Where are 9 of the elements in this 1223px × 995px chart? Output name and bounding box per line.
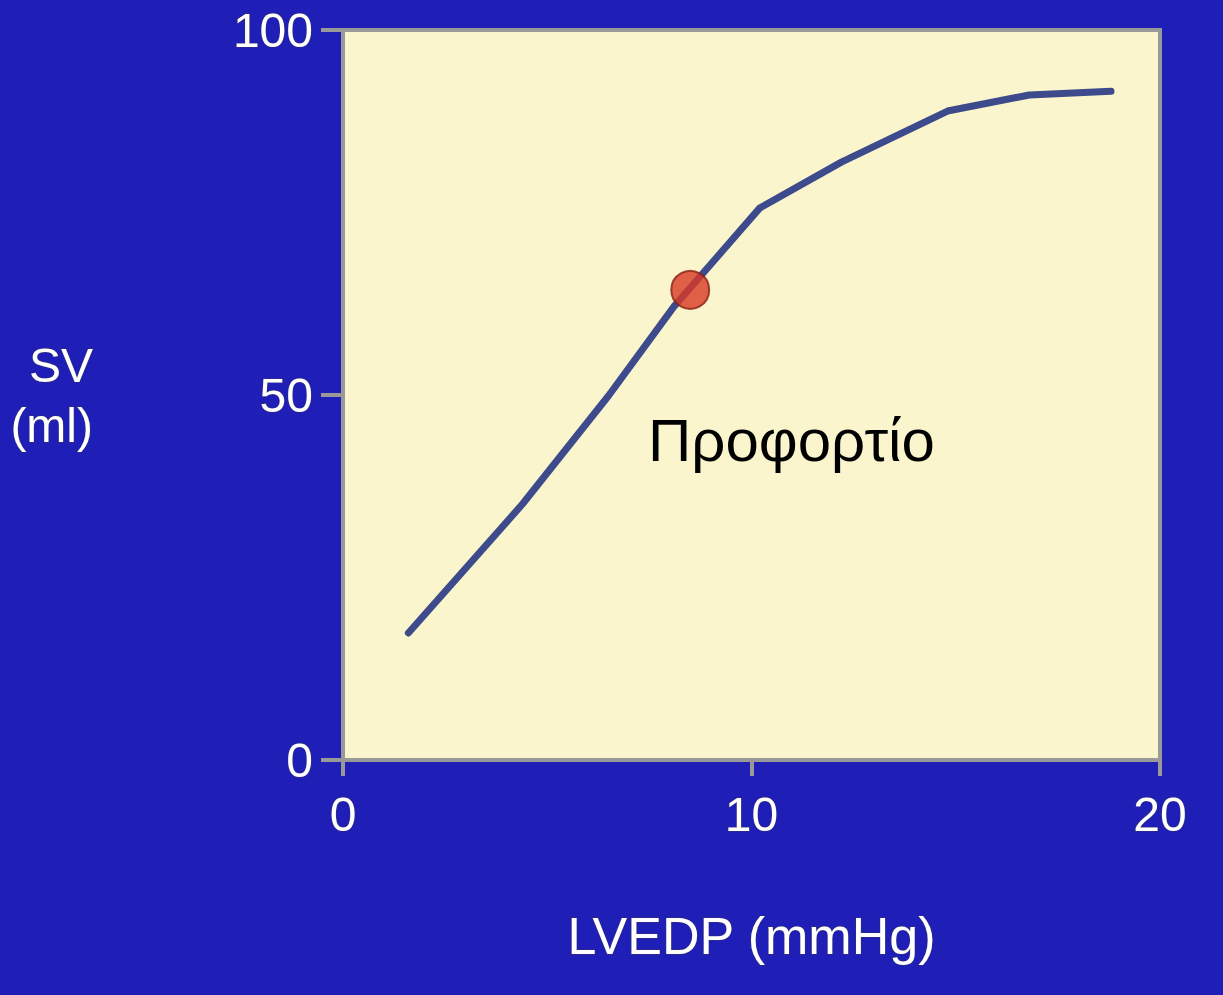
x-axis-title: LVEDP (mmHg) bbox=[567, 907, 936, 965]
y-tick-label: 100 bbox=[232, 3, 313, 57]
y-axis-title: SV (ml) bbox=[10, 338, 93, 452]
y-tick-label: 0 bbox=[286, 733, 313, 787]
y-tick-label: 50 bbox=[259, 368, 313, 422]
x-tick-label: 10 bbox=[724, 787, 779, 841]
x-tick-label: 0 bbox=[329, 787, 357, 841]
annotation: Προφορτίο bbox=[648, 406, 935, 474]
x-tick-label: 20 bbox=[1133, 787, 1187, 841]
